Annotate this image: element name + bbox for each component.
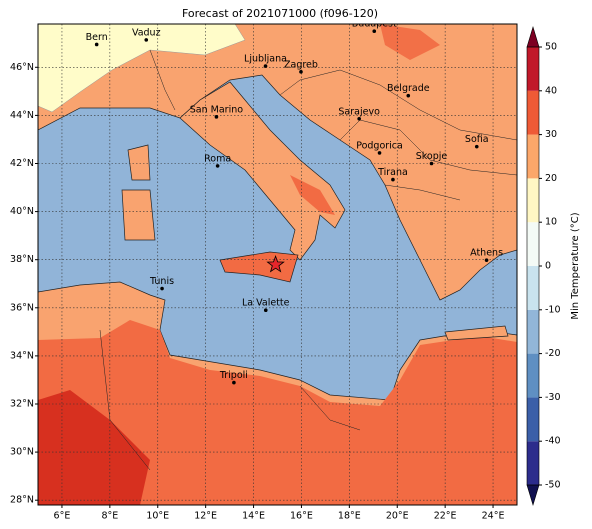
y-tick-label: 32°N xyxy=(10,398,34,409)
city-dot xyxy=(215,164,220,168)
city-dot xyxy=(214,115,219,119)
x-tick-label: 14°E xyxy=(242,511,265,522)
colorbar-segment xyxy=(527,47,539,91)
italy xyxy=(179,81,346,261)
colorbar-segment xyxy=(527,353,539,398)
colorbar-tick-label: 40 xyxy=(545,85,557,96)
colorbar-tick-label: 10 xyxy=(545,217,557,228)
warm-zone xyxy=(380,24,440,60)
y-tick-label: 30°N xyxy=(10,447,34,458)
city-dot xyxy=(263,308,268,312)
city-dot xyxy=(406,93,411,98)
colorbar-segment xyxy=(527,441,539,485)
y-tick-label: 34°N xyxy=(10,350,34,361)
city-label: Podgorica xyxy=(356,140,403,151)
colorbar-segment xyxy=(527,134,539,179)
city-dot xyxy=(144,38,149,42)
city-dot xyxy=(263,64,268,68)
colorbar-tick-label: -40 xyxy=(545,436,561,447)
x-tick-label: 24°E xyxy=(482,511,505,522)
x-tick-label: 10°E xyxy=(146,511,169,522)
colorbar-tick-label: 0 xyxy=(545,261,551,272)
sicily xyxy=(219,251,299,283)
city-label: Bern xyxy=(86,32,108,43)
x-tick-label: 16°E xyxy=(290,511,313,522)
x-tick-label: 22°E xyxy=(434,511,457,522)
colorbar-segment xyxy=(527,90,539,135)
colorbar-tick-label: 50 xyxy=(545,42,557,53)
city-label: Ljubljana xyxy=(244,54,287,65)
y-tick-label: 44°N xyxy=(10,110,34,121)
colorbar-tick-label: -10 xyxy=(545,304,561,315)
city-dot xyxy=(391,177,395,182)
axes: 6°E 8°E 10°E 12°E 14°E 16°E 18°E 20°E 22°E 24°E 28… xyxy=(10,62,504,522)
colorbar-under xyxy=(526,484,540,507)
y-tick-label: 42°N xyxy=(10,158,34,169)
city-dot xyxy=(484,258,489,262)
x-tick-label: 12°E xyxy=(194,511,217,522)
map-title: Forecast of 2021071000 (f096-120) xyxy=(182,7,378,20)
sardinia xyxy=(121,189,156,241)
city-dot xyxy=(94,42,99,47)
city-dot xyxy=(299,70,303,74)
city-dot xyxy=(474,144,479,149)
city-label: Roma xyxy=(204,153,231,164)
city-dot xyxy=(232,380,236,385)
city-label: Sarajevo xyxy=(338,106,380,117)
city-label: Tunis xyxy=(149,276,174,287)
map-frame xyxy=(37,23,518,506)
y-tick-label: 40°N xyxy=(10,206,34,217)
colorbar-tick-label: -20 xyxy=(545,348,561,359)
colorbar-segment xyxy=(527,222,539,266)
colorbar-tick-label: -50 xyxy=(545,480,561,491)
alps-zone xyxy=(38,24,246,113)
y-tick-label: 36°N xyxy=(10,302,34,313)
africa-hot-zone xyxy=(38,390,150,505)
graticule xyxy=(38,24,517,505)
city-dot xyxy=(357,116,361,121)
city-dot xyxy=(160,286,164,291)
city-dot xyxy=(372,29,377,34)
y-tick-label: 46°N xyxy=(10,62,34,73)
city-label: La Valette xyxy=(242,298,290,309)
city-label: Sofia xyxy=(465,134,489,145)
x-tick-label: 6°E xyxy=(54,511,71,522)
colorbar-segment xyxy=(527,178,539,223)
city-label: Tripoli xyxy=(219,370,248,381)
y-tick-label: 38°N xyxy=(10,254,34,265)
colorbar-tick-label: -30 xyxy=(545,392,561,403)
corsica xyxy=(127,144,151,181)
city-label: Athens xyxy=(470,248,503,259)
city-dot xyxy=(429,161,434,166)
colorbar-tick-label: 20 xyxy=(545,173,557,184)
city-label: San Marino xyxy=(190,104,243,115)
colorbar: -50 -40 -30 -20 -10 0 10 20 30 40 50 xyxy=(526,25,561,507)
borders xyxy=(99,49,517,471)
city-label: Budapest xyxy=(352,19,397,30)
x-tick-label: 18°E xyxy=(338,511,361,522)
colorbar-segment xyxy=(527,397,539,442)
city-label: Skopje xyxy=(416,151,448,162)
city-label: Belgrade xyxy=(387,83,430,94)
city-label: Zagreb xyxy=(284,59,318,70)
y-tick-label: 28°N xyxy=(10,495,34,506)
colorbar-over xyxy=(526,25,540,48)
crete xyxy=(444,325,509,341)
colorbar-tick-label: 30 xyxy=(545,129,557,140)
x-tick-label: 20°E xyxy=(386,511,409,522)
city-label: Tirana xyxy=(377,167,408,178)
city-dot xyxy=(377,151,382,155)
colorbar-segment xyxy=(527,266,539,310)
event-marker xyxy=(266,255,285,273)
colorbar-label: Min Temperature (°C) xyxy=(570,212,581,319)
city-label: Vaduz xyxy=(132,27,161,38)
x-tick-label: 8°E xyxy=(101,511,118,522)
colorbar-segment xyxy=(527,309,539,354)
